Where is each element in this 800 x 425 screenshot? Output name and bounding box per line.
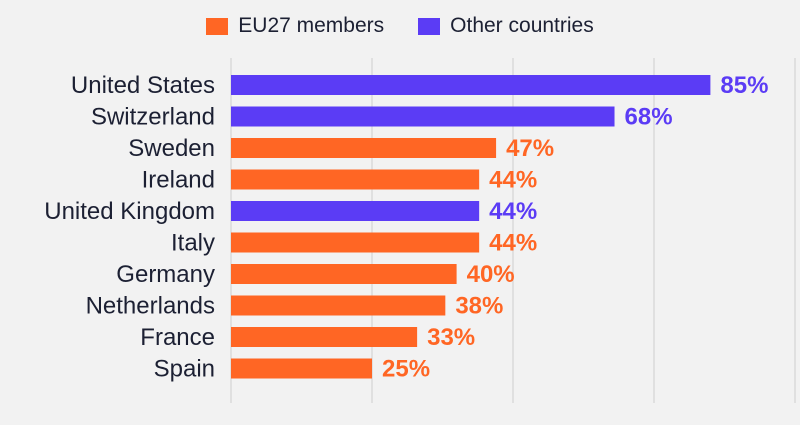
category-label: Sweden [128, 135, 215, 162]
bar [231, 75, 711, 95]
bar [231, 169, 480, 190]
bar [231, 327, 418, 347]
bar [231, 106, 615, 127]
value-label: 33% [427, 324, 475, 351]
category-label: Germany [116, 261, 215, 288]
value-label: 47% [506, 135, 554, 162]
category-label: United States [71, 72, 215, 99]
legend: EU27 members Other countries [0, 14, 800, 38]
value-label: 25% [382, 356, 430, 383]
category-label: Netherlands [86, 293, 215, 320]
value-label: 38% [455, 293, 503, 320]
category-label: Spain [154, 356, 215, 383]
value-label: 44% [489, 230, 537, 257]
bar [231, 358, 372, 379]
category-label: Ireland [142, 167, 215, 194]
bar [231, 232, 480, 253]
bar [231, 138, 497, 158]
legend-item-eu: EU27 members [206, 14, 384, 38]
category-label: United Kingdom [44, 198, 215, 225]
category-label: France [140, 324, 215, 351]
legend-item-other: Other countries [418, 14, 594, 38]
legend-label-eu: EU27 members [238, 14, 385, 37]
value-label: 85% [720, 72, 768, 99]
category-label: Switzerland [91, 104, 215, 131]
value-label: 44% [489, 167, 537, 194]
value-label: 68% [625, 104, 673, 131]
legend-swatch-eu [206, 17, 229, 35]
category-label: Italy [171, 230, 215, 257]
bar [231, 264, 457, 284]
value-label: 40% [467, 261, 515, 288]
legend-label-other: Other countries [450, 14, 594, 37]
legend-swatch-other [418, 17, 441, 35]
bar [231, 201, 480, 221]
bar [231, 295, 446, 316]
value-label: 44% [489, 198, 537, 225]
